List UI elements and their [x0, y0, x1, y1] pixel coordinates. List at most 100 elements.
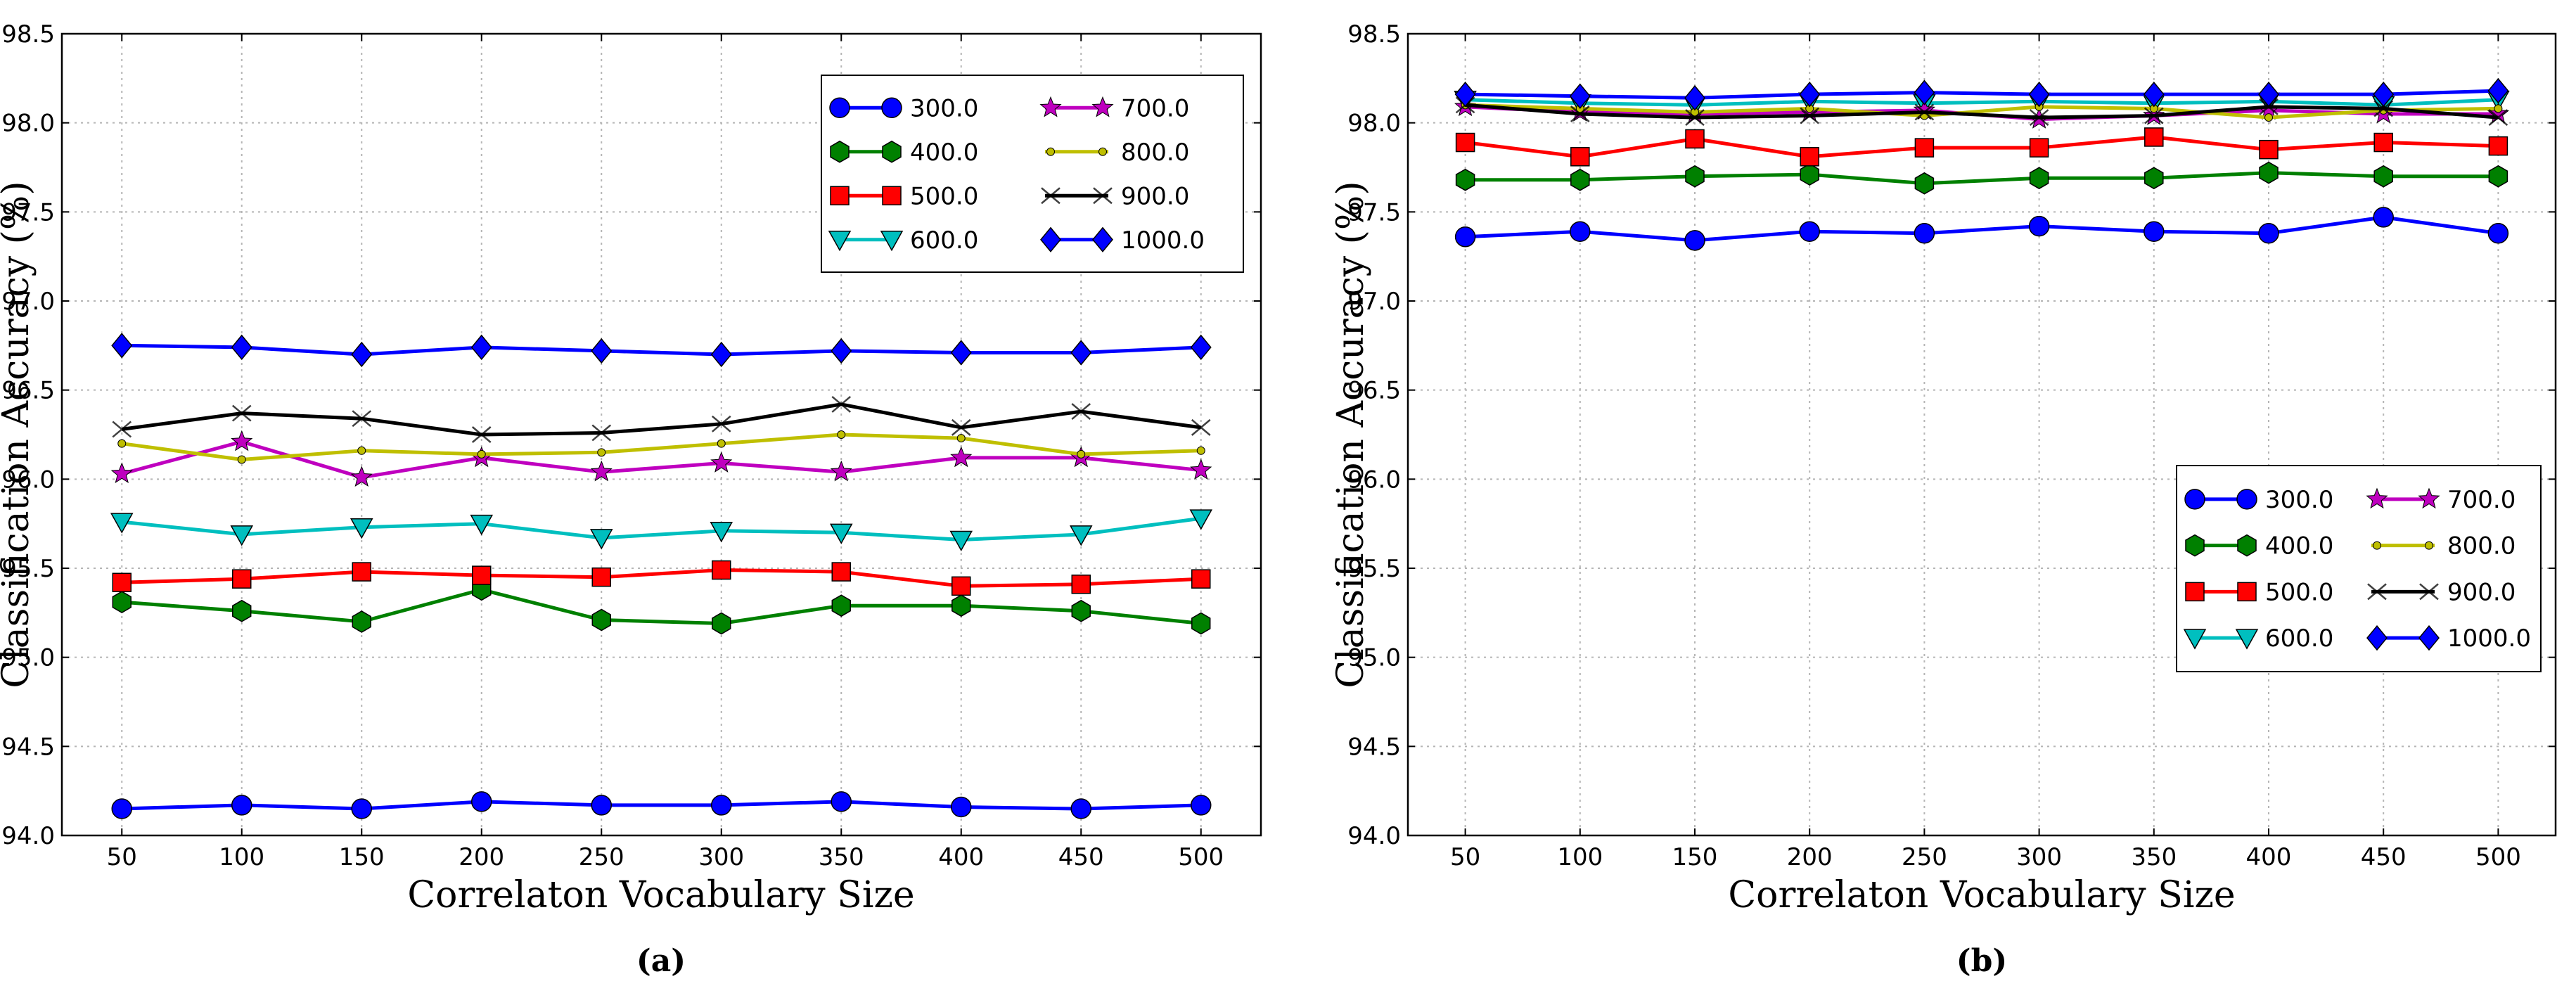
- y-tick-label: 97.5: [1347, 198, 1401, 226]
- data-point: [111, 798, 132, 819]
- data-point: [2144, 127, 2164, 147]
- data-point: [951, 576, 971, 596]
- data-point: [1191, 612, 1211, 635]
- data-point: [351, 798, 372, 819]
- y-tick-label: 97.0: [1, 288, 55, 316]
- legend-marker: [2425, 541, 2433, 550]
- x-tick-label: 150: [339, 843, 385, 871]
- data-point: [1191, 418, 1211, 436]
- plot-area: [1408, 34, 2556, 835]
- data-point: [117, 439, 127, 448]
- data-point: [1685, 129, 1705, 149]
- legend-label: 300.0: [2265, 486, 2333, 514]
- legend-entry: 600.0: [828, 226, 978, 255]
- data-point: [357, 446, 366, 455]
- legend-marker: [2366, 487, 2388, 509]
- data-point: [110, 462, 133, 484]
- series-line: [1465, 171, 2499, 186]
- data-point: [1569, 83, 1591, 109]
- x-tick-label: 300: [2016, 843, 2062, 871]
- data-point: [1684, 85, 1705, 111]
- x-tick-label: 200: [1787, 843, 1833, 871]
- data-point: [1455, 168, 1475, 191]
- x-tick-label: 400: [2246, 843, 2292, 871]
- legend-entry: 400.0: [830, 139, 978, 167]
- series-line: [122, 800, 1201, 811]
- data-point: [590, 460, 613, 482]
- legend-marker: [1040, 226, 1061, 252]
- data-point: [352, 562, 371, 582]
- y-axis-title: Classification Accuracy (%): [1330, 181, 1372, 688]
- x-tick-label: 350: [2131, 843, 2177, 871]
- legend-label: 1000.0: [1121, 226, 1205, 255]
- data-point: [2259, 161, 2279, 184]
- data-point: [1196, 446, 1205, 455]
- legend-entry: 700.0: [2366, 486, 2516, 514]
- data-point: [2144, 107, 2164, 124]
- legend-marker: [882, 140, 902, 163]
- legend-label: 800.0: [1121, 139, 1189, 167]
- data-point: [1071, 575, 1091, 594]
- data-point: [712, 612, 731, 635]
- series-500.0: [112, 560, 1211, 596]
- data-point: [956, 434, 966, 443]
- axes-frame: [1406, 32, 2557, 837]
- data-point: [1071, 599, 1091, 622]
- legend-marker: [2237, 534, 2257, 557]
- data-point: [831, 594, 851, 617]
- legend-marker: [2236, 489, 2257, 510]
- data-point: [477, 449, 486, 459]
- x-tick-label: 200: [459, 843, 504, 871]
- data-point: [2488, 136, 2508, 156]
- data-point: [112, 572, 132, 593]
- series-900.0: [112, 395, 1211, 443]
- data-point: [112, 421, 132, 438]
- legend-marker: [2185, 534, 2205, 557]
- x-tick-label: 500: [1178, 843, 1224, 871]
- series-300.0: [1454, 207, 2509, 251]
- data-point: [1190, 459, 1212, 480]
- legend-marker: [2237, 582, 2257, 602]
- data-point: [591, 567, 611, 587]
- y-tick-label: 98.5: [1347, 20, 1401, 49]
- data-point: [1454, 226, 1476, 248]
- data-point: [2373, 132, 2393, 153]
- series-line: [122, 568, 1201, 588]
- y-tick-label: 95.0: [1, 644, 55, 672]
- data-point: [111, 333, 133, 359]
- series-1000.0: [1454, 77, 2509, 111]
- data-point: [351, 341, 373, 368]
- data-point: [1570, 105, 1590, 122]
- data-point: [1071, 403, 1091, 421]
- legend-entry: 500.0: [830, 182, 978, 210]
- legend-label: 300.0: [910, 94, 978, 122]
- x-tick-label: 100: [1557, 843, 1603, 871]
- data-point: [231, 795, 252, 816]
- series-line: [121, 402, 1202, 437]
- data-point: [831, 395, 852, 413]
- legend: 300.0 400.0 500.0 600.0 700.0 800.0 900.0 1000.…: [821, 75, 1244, 273]
- legend-marker: [1098, 147, 1107, 156]
- data-point: [112, 591, 132, 613]
- data-point: [232, 599, 252, 622]
- data-point: [1570, 147, 1590, 167]
- data-point: [1800, 163, 1819, 186]
- data-point: [2143, 81, 2165, 108]
- data-point: [837, 430, 846, 439]
- data-point: [1070, 340, 1092, 366]
- data-point: [951, 594, 971, 617]
- x-tick-label: 450: [2361, 843, 2407, 871]
- x-tick-label: 250: [1902, 843, 1947, 871]
- data-point: [712, 560, 731, 580]
- data-point: [710, 341, 732, 368]
- legend-marker: [1041, 187, 1060, 205]
- panel-caption: (a): [636, 943, 686, 979]
- legend-entry: 900.0: [1041, 182, 1189, 210]
- data-point: [711, 415, 731, 433]
- legend-entry: 800.0: [1045, 139, 1189, 167]
- legend-label: 500.0: [910, 182, 978, 210]
- data-point: [470, 334, 492, 361]
- legend-marker: [881, 97, 902, 118]
- x-tick-label: 300: [698, 843, 744, 871]
